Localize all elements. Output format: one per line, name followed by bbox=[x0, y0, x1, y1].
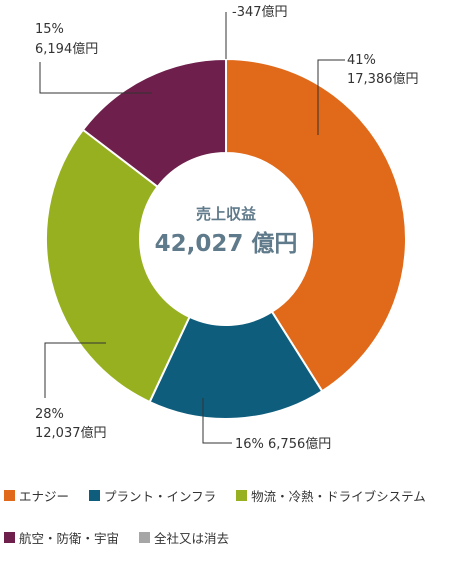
slice-label-2: 16% 6,756億円 bbox=[235, 436, 331, 452]
legend-item: エナジー bbox=[0, 486, 69, 505]
center-title: 売上収益 bbox=[196, 205, 256, 223]
donut-slices bbox=[45, 57, 407, 420]
legend-item: プラント・インフラ bbox=[85, 486, 216, 505]
center-total: 42,027 億円 bbox=[155, 230, 298, 257]
legend-swatch bbox=[89, 489, 101, 501]
legend-swatch bbox=[236, 489, 248, 501]
slice-value-elimination: -347億円 bbox=[232, 4, 288, 20]
legend-label: 航空・防衛・宇宙 bbox=[19, 530, 120, 546]
legend-swatch bbox=[4, 489, 15, 501]
slice-percent-4: 15% bbox=[35, 22, 64, 37]
legend-row: 航空・防衛・宇宙 全社又は消去 bbox=[0, 526, 450, 548]
donut-chart: 41% 17,386億円 16% 6,756億円 28% 12,037億円 15% 6,19… bbox=[35, 4, 419, 452]
donut-slice-1 bbox=[225, 57, 407, 393]
slice-value-4: 6,194億円 bbox=[35, 41, 98, 57]
slice-labels: 41% 17,386億円 16% 6,756億円 28% 12,037億円 15% 6,19… bbox=[35, 4, 419, 452]
legend-item: 航空・防衛・宇宙 bbox=[0, 528, 119, 547]
leader-line-3 bbox=[44, 342, 106, 398]
slice-percent-3: 28% bbox=[35, 407, 64, 422]
legend-swatch bbox=[4, 531, 15, 543]
donut-slice-2 bbox=[148, 310, 324, 420]
legend: エナジー プラント・インフラ 物流・冷熱・ドライブシステム航空・防衛・宇宙 全社又は消… bbox=[0, 484, 450, 568]
leader-lines bbox=[39, 12, 345, 444]
donut-slice-4 bbox=[81, 57, 227, 189]
legend-label: 全社又は消去 bbox=[154, 530, 230, 546]
legend-label: プラント・インフラ bbox=[104, 488, 217, 504]
leader-line-1 bbox=[317, 59, 345, 135]
legend-swatch bbox=[139, 531, 151, 543]
legend-item: 物流・冷熱・ドライブシステム bbox=[232, 486, 426, 505]
leader-line-4 bbox=[39, 62, 152, 94]
slice-value-1: 17,386億円 bbox=[347, 71, 419, 87]
donut-slice-3 bbox=[45, 128, 191, 404]
legend-label: 物流・冷熱・ドライブシステム bbox=[251, 488, 426, 504]
legend-row: エナジー プラント・インフラ 物流・冷熱・ドライブシステム bbox=[0, 484, 450, 506]
legend-label: エナジー bbox=[19, 488, 70, 504]
leader-line-2 bbox=[202, 398, 232, 444]
legend-item: 全社又は消去 bbox=[135, 528, 229, 547]
slice-percent-1: 41% bbox=[347, 53, 376, 68]
slice-value-3: 12,037億円 bbox=[35, 425, 107, 441]
